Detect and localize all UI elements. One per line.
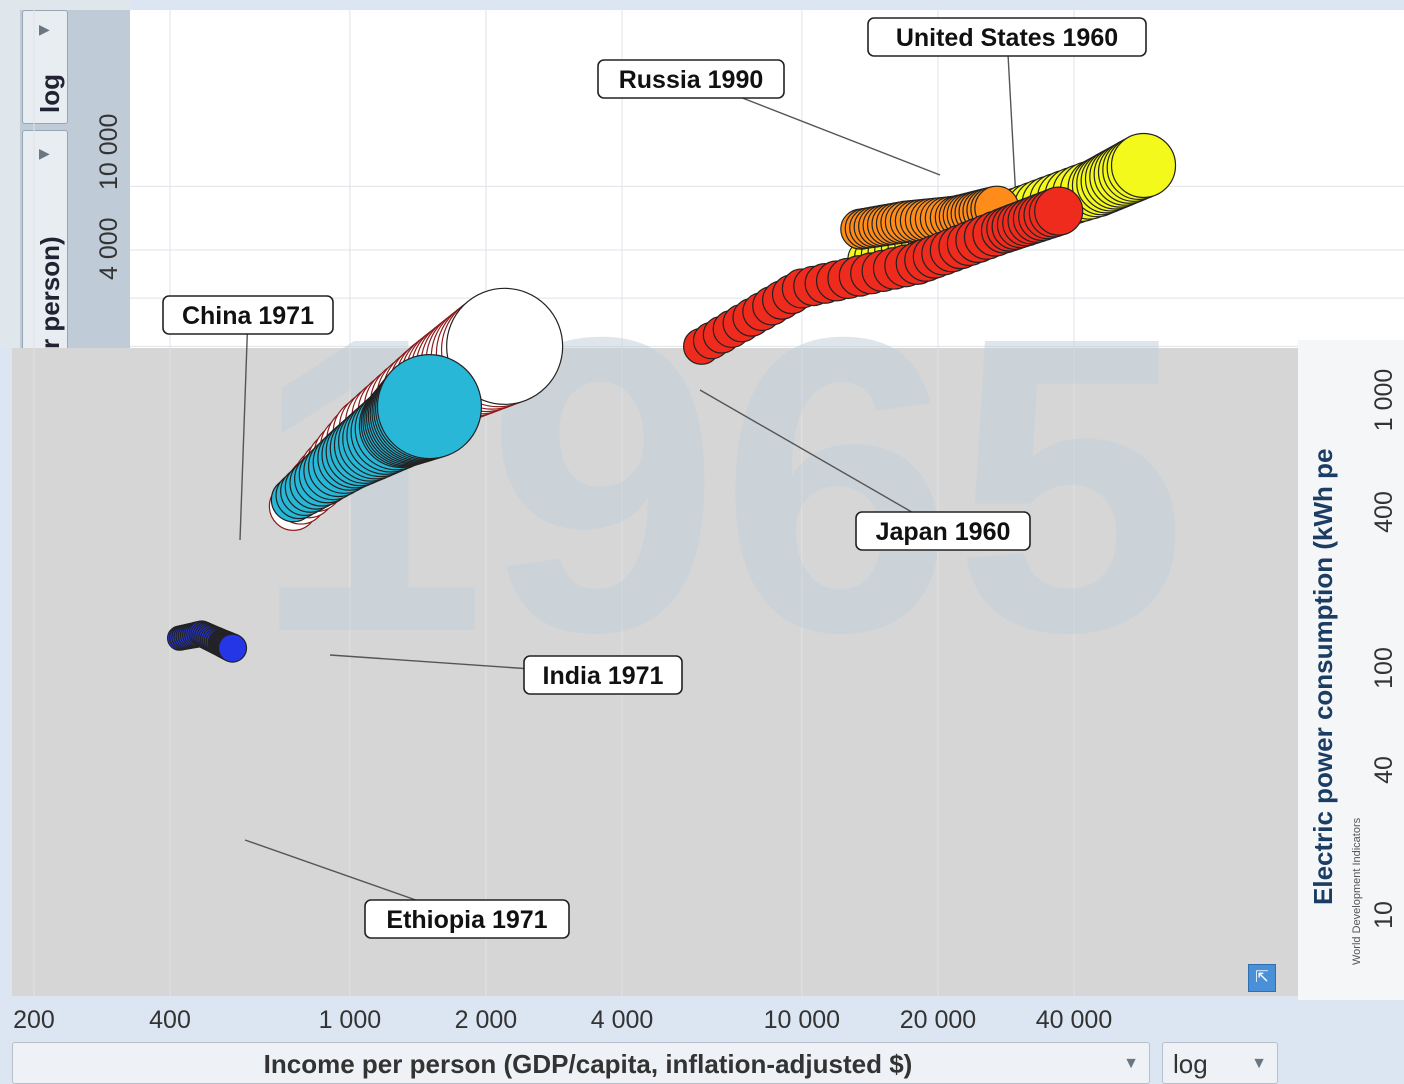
annotation-label: China 1971 [182,302,314,330]
y-left-tick-label: 4 000 [95,217,123,280]
x-axis-title: Income per person (GDP/capita, inflation… [263,1049,913,1079]
annotation-label-box [867,17,1147,57]
x-tick-label: 1 000 [319,1006,382,1034]
annotation-label-box [162,295,334,335]
annotation-label-box [855,511,1031,551]
annotation-label: United States 1960 [896,24,1118,52]
annotation-label: India 1971 [543,662,664,690]
annotation-leader [1006,35,1017,201]
x-tick-label: 4 000 [591,1006,654,1034]
expand-icon[interactable]: ⇱ [1248,964,1276,992]
annotation-labels: United States 1960 Russia 1990 China 1971 J… [162,17,1147,939]
y-left-tick-label: 10 000 [95,114,123,190]
chevron-down-icon: ▶ [39,145,50,161]
x-tick-label: 200 [13,1006,55,1034]
grid-lines [33,10,1404,996]
x-tick-label: 20 000 [900,1006,976,1034]
annotation-label-box [364,899,570,939]
bubble-ethiopia[interactable] [217,633,248,663]
annotation-leader [699,389,944,531]
bubble-india[interactable] [376,354,483,460]
right-axis-panel [1298,340,1404,1000]
y-indicator-selector[interactable]: r person) ▶ [22,130,68,350]
bubble-china[interactable] [446,287,564,405]
x-tick-labels: 200 400 1 000 2 000 4 000 10 000 20 000 40 000 [13,1006,1112,1034]
annotation-label: Japan 1960 [876,518,1011,546]
bubble-united-states[interactable] [1110,132,1177,199]
y-scale-selector[interactable]: log ▶ [22,10,68,124]
annotation-label-box [523,655,683,695]
x-tick-label: 2 000 [455,1006,518,1034]
annotation-label: Ethiopia 1971 [386,906,547,934]
chevron-down-icon: ▶ [39,21,50,37]
bubbles [166,132,1177,663]
annotation-label-box [597,59,785,99]
x-tick-label: 400 [149,1006,191,1034]
annotation-leader [239,313,249,541]
bubble-japan[interactable] [1034,186,1084,236]
chevron-down-icon: ▼ [1251,1055,1267,1072]
x-tick-label: 40 000 [1036,1006,1112,1034]
y-left-tick-labels: 4 000 10 000 [95,114,123,280]
chevron-down-icon: ▼ [1123,1055,1139,1072]
x-scale-label: log [1173,1049,1208,1079]
x-scale-selector[interactable]: log ▼ [1162,1042,1278,1084]
x-tick-label: 10 000 [764,1006,840,1034]
annotation-label: Russia 1990 [619,66,764,94]
x-axis-indicator-selector[interactable]: Income per person (GDP/capita, inflation… [12,1042,1150,1084]
